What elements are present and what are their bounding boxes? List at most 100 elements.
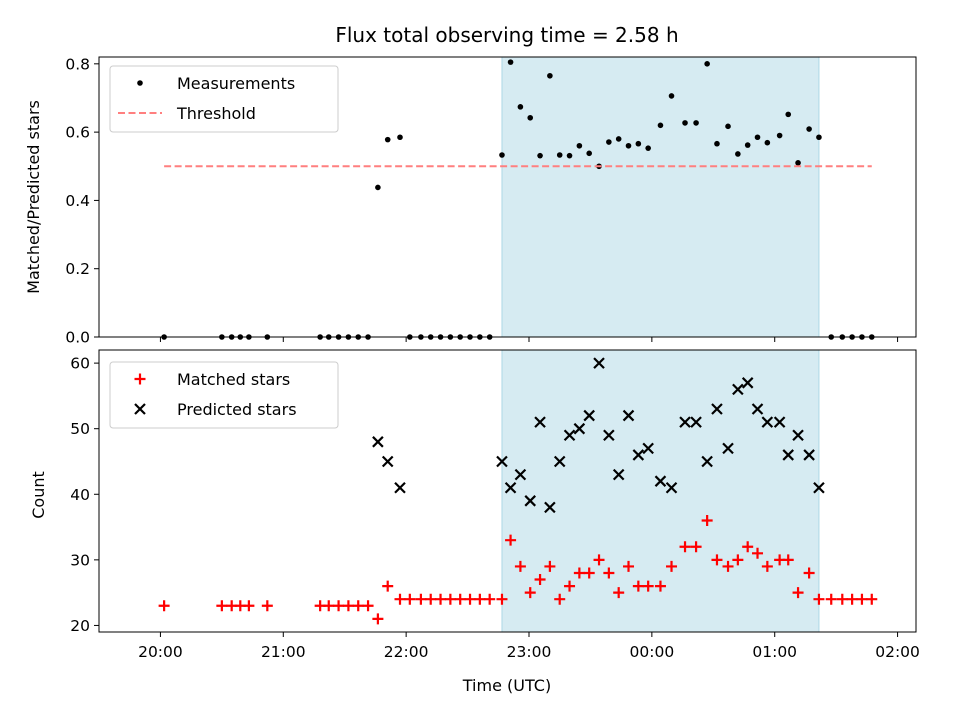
top-data-point (725, 123, 731, 130)
bottom-data-point (813, 481, 825, 494)
bottom-data-point (583, 567, 595, 579)
bottom-data-point (701, 455, 713, 468)
top-observing-window-shade (501, 56, 820, 338)
bottom-data-point (496, 593, 508, 605)
bottom-data-point (866, 593, 878, 605)
bottom-data-point (554, 593, 566, 605)
top-data-point (714, 140, 720, 147)
bottom-data-point (856, 593, 868, 605)
bottom-data-point (372, 436, 384, 448)
top-y-tick-label: 0.2 (65, 260, 90, 278)
bottom-data-point (741, 377, 754, 389)
bottom-data-point (751, 403, 764, 415)
x-tick-label: 21:00 (261, 643, 306, 661)
top-data-point (566, 152, 573, 159)
bottom-data-point (573, 567, 585, 579)
bottom-series-predicted-stars (372, 357, 825, 514)
top-data-point (657, 122, 664, 129)
bottom-panel-star-counts: 20 30 40 50 60 20:00 21:00 22:00 23:00 00:00 01:00… (70, 349, 920, 661)
bottom-data-point (732, 554, 744, 566)
top-data-point (693, 120, 699, 126)
top-legend-label: Threshold (176, 104, 256, 123)
top-data-point (507, 59, 514, 65)
bottom-data-point (613, 587, 625, 599)
bottom-data-point (782, 554, 794, 566)
bottom-data-point (504, 481, 517, 494)
bottom-data-point (342, 600, 354, 612)
bottom-data-point (642, 580, 654, 592)
bottom-data-point (394, 481, 406, 494)
top-axes-frame (98, 56, 917, 338)
chart-title: Flux total observing time = 2.58 h (335, 23, 678, 47)
top-panel-matched-predicted-ratio: 0.0 0.2 0.4 0.6 0.8 Measurements Threshold (65, 55, 917, 347)
bottom-data-point (665, 481, 678, 494)
bottom-data-point (654, 580, 666, 592)
x-tick-label: 01:00 (752, 643, 797, 661)
bottom-data-point (836, 593, 848, 605)
bottom-data-point (524, 495, 537, 507)
bottom-legend-label: Matched stars (177, 370, 290, 389)
top-data-point (764, 139, 771, 146)
bottom-legend-marker-swatch (134, 373, 146, 385)
top-data-point (586, 150, 592, 157)
top-data-point (397, 134, 403, 141)
bottom-legend: Matched stars Predicted stars (109, 361, 339, 429)
bottom-data-point (261, 600, 273, 612)
bottom-data-point (524, 587, 536, 599)
bottom-data-point (690, 541, 702, 553)
bottom-data-point (352, 600, 364, 612)
top-data-point (375, 184, 381, 191)
top-y-tick-label: 0.6 (65, 124, 90, 142)
bottom-data-point (404, 593, 416, 605)
top-data-point (615, 136, 622, 142)
bottom-data-point (679, 541, 691, 553)
top-data-point (816, 134, 822, 141)
top-data-point (547, 72, 553, 79)
top-data-point (556, 152, 563, 158)
bottom-data-point (792, 587, 804, 599)
bottom-data-point (372, 613, 384, 625)
bottom-data-point (563, 429, 576, 442)
bottom-data-point (711, 403, 723, 415)
top-data-point (744, 142, 751, 148)
bottom-data-point (792, 429, 804, 442)
bottom-data-point (514, 560, 526, 572)
bottom-axes-frame (98, 349, 917, 633)
top-data-point (384, 136, 391, 143)
bottom-y-axis-label: Count (29, 471, 48, 519)
top-data-point (625, 142, 632, 149)
top-data-point (606, 139, 612, 145)
bottom-data-point (564, 580, 576, 592)
bottom-data-point (583, 409, 595, 422)
bottom-y-tick-label: 60 (70, 355, 90, 373)
top-legend-box (109, 65, 339, 133)
bottom-data-point (323, 600, 335, 612)
bottom-data-point (603, 429, 615, 442)
bottom-data-point (679, 416, 691, 428)
top-data-point (704, 61, 710, 67)
x-tick-label: 00:00 (630, 643, 675, 661)
bottom-data-point (243, 600, 255, 612)
top-data-point (682, 120, 688, 126)
bottom-data-point (612, 468, 625, 481)
bottom-y-tick-label: 50 (70, 420, 90, 438)
bottom-data-point (690, 416, 702, 428)
bottom-y-tick-label: 30 (70, 551, 90, 569)
bottom-data-point (722, 560, 734, 572)
top-data-point (785, 111, 792, 118)
bottom-data-point (603, 567, 615, 579)
top-data-point (754, 134, 761, 141)
bottom-legend-marker-swatch (134, 403, 146, 415)
top-y-tick-label: 0.4 (65, 192, 90, 210)
bottom-data-point (435, 593, 447, 605)
bottom-data-point (464, 593, 476, 605)
x-tick-label: 02:00 (875, 643, 920, 661)
bottom-data-point (544, 501, 556, 514)
top-data-point (645, 145, 651, 151)
top-data-point (499, 152, 505, 158)
bottom-series-matched-stars (158, 515, 878, 625)
bottom-data-point (593, 554, 605, 566)
top-y-tick-label: 0.0 (65, 329, 90, 347)
x-axis-label: Time (UTC) (462, 676, 551, 695)
bottom-data-point (514, 468, 527, 481)
